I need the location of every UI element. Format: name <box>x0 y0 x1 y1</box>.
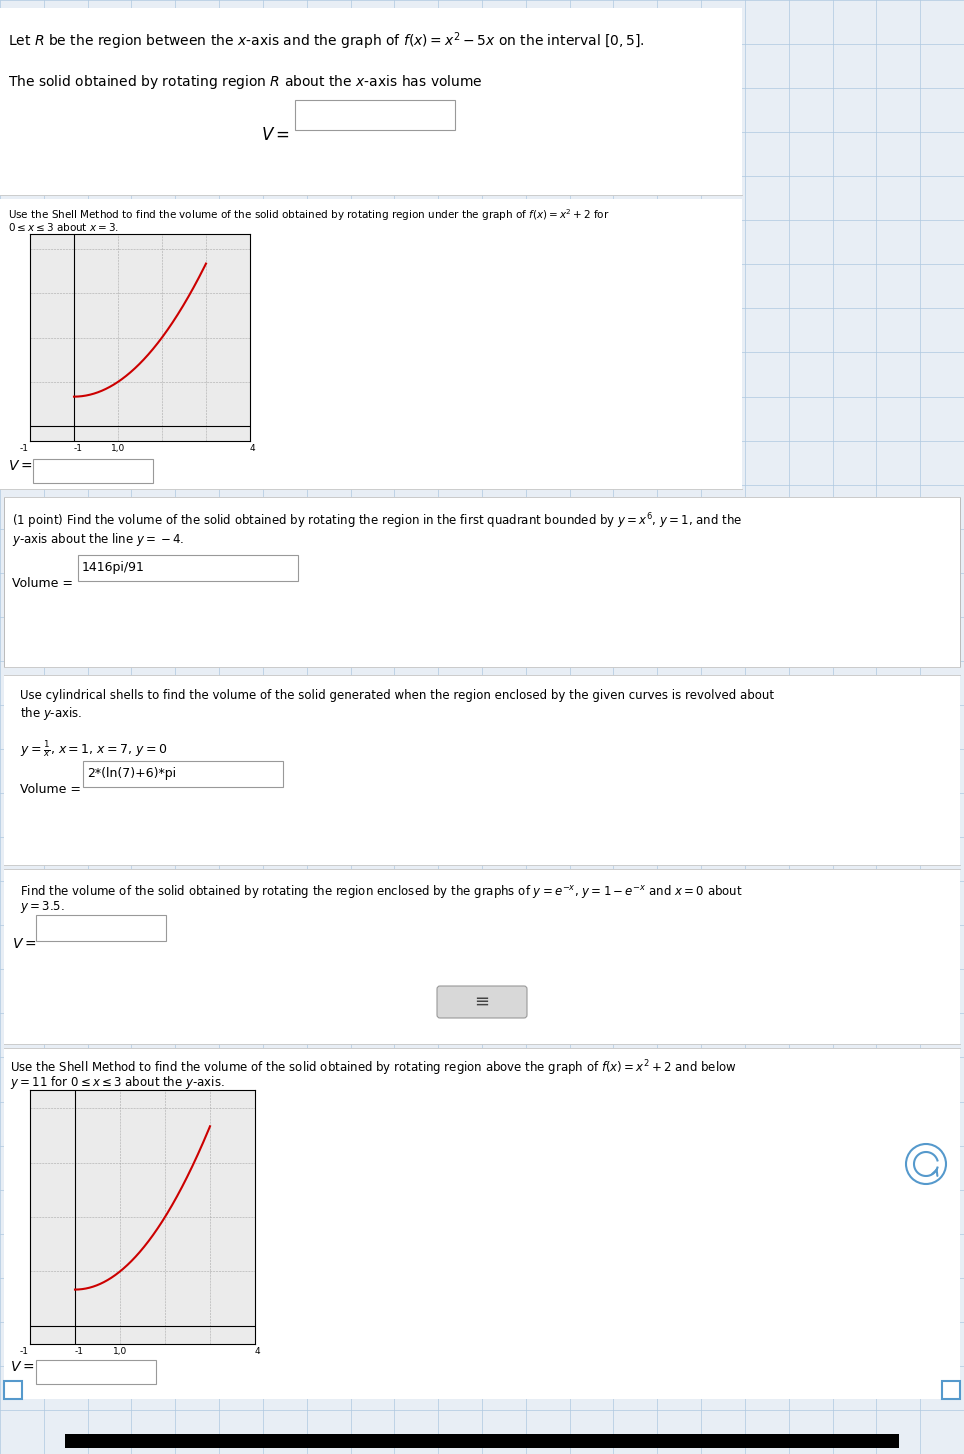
Bar <box>0 9 742 195</box>
Text: $V =$: $V =$ <box>10 1359 35 1374</box>
Text: $y = \frac{1}{x}$, $x = 1$, $x = 7$, $y = 0$: $y = \frac{1}{x}$, $x = 1$, $x = 7$, $y … <box>20 739 168 759</box>
Text: -1: -1 <box>19 1346 29 1357</box>
Text: 12: 12 <box>33 236 44 246</box>
Text: 1,0: 1,0 <box>113 1346 127 1357</box>
FancyBboxPatch shape <box>33 459 153 483</box>
Text: $V =$: $V =$ <box>12 936 37 951</box>
FancyBboxPatch shape <box>83 760 283 787</box>
Text: The solid obtained by rotating region $R$ about the $x$-axis has volume: The solid obtained by rotating region $R… <box>8 73 483 92</box>
Text: 4: 4 <box>254 1346 260 1357</box>
Text: $y = 11$ for $0 \leq x \leq 3$ about the $y$-axis.: $y = 11$ for $0 \leq x \leq 3$ about the… <box>10 1075 225 1090</box>
Text: $y = 3.5$.: $y = 3.5$. <box>20 899 65 915</box>
Text: ≡: ≡ <box>474 993 490 1011</box>
Text: 1,0: 1,0 <box>111 443 125 454</box>
Text: 4: 4 <box>249 443 254 454</box>
Text: Find the volume of the solid obtained by rotating the region enclosed by the gra: Find the volume of the solid obtained by… <box>20 883 742 900</box>
Bar <box>0 199 742 489</box>
Text: Volume =: Volume = <box>20 784 85 795</box>
FancyBboxPatch shape <box>36 915 166 941</box>
Text: 12: 12 <box>33 1092 44 1101</box>
FancyBboxPatch shape <box>36 1359 156 1384</box>
Bar <box>4 675 960 865</box>
Text: 2*(ln(7)+6)*pi: 2*(ln(7)+6)*pi <box>87 768 176 781</box>
Text: Let $R$ be the region between the $x$-axis and the graph of $f(x) = x^2 - 5x$ on: Let $R$ be the region between the $x$-ax… <box>8 31 645 51</box>
Text: -1: -1 <box>19 443 29 454</box>
Text: $y$-axis about the line $y = -4$.: $y$-axis about the line $y = -4$. <box>12 531 184 548</box>
Text: $0 \leq x \leq 3$ about $x = 3$.: $0 \leq x \leq 3$ about $x = 3$. <box>8 221 120 233</box>
Bar <box>4 869 960 1044</box>
FancyBboxPatch shape <box>437 986 527 1018</box>
Text: Use the Shell Method to find the volume of the solid obtained by rotating region: Use the Shell Method to find the volume … <box>10 1059 736 1077</box>
Text: 3,0: 3,0 <box>33 371 47 379</box>
Text: 3,0: 3,0 <box>33 1261 47 1269</box>
Text: Volume =: Volume = <box>12 577 77 590</box>
Text: -1: -1 <box>74 1346 84 1357</box>
FancyBboxPatch shape <box>295 100 455 129</box>
Text: the $y$-axis.: the $y$-axis. <box>20 705 82 723</box>
Bar <box>942 1381 960 1399</box>
Text: 1416pi/91: 1416pi/91 <box>82 561 145 574</box>
Text: $V =$: $V =$ <box>261 126 290 144</box>
Text: Use cylindrical shells to find the volume of the solid generated when the region: Use cylindrical shells to find the volum… <box>20 689 774 702</box>
FancyBboxPatch shape <box>78 555 298 582</box>
Bar <box>4 1381 22 1399</box>
Text: -1: -1 <box>73 443 83 454</box>
Text: $V =$: $V =$ <box>8 459 33 473</box>
Bar <box>4 497 960 667</box>
Bar <box>65 1434 899 1448</box>
Bar <box>4 1048 960 1399</box>
Text: (1 point) Find the volume of the solid obtained by rotating the region in the fi: (1 point) Find the volume of the solid o… <box>12 510 742 531</box>
Circle shape <box>906 1144 946 1184</box>
Text: Use the Shell Method to find the volume of the solid obtained by rotating region: Use the Shell Method to find the volume … <box>8 206 609 222</box>
